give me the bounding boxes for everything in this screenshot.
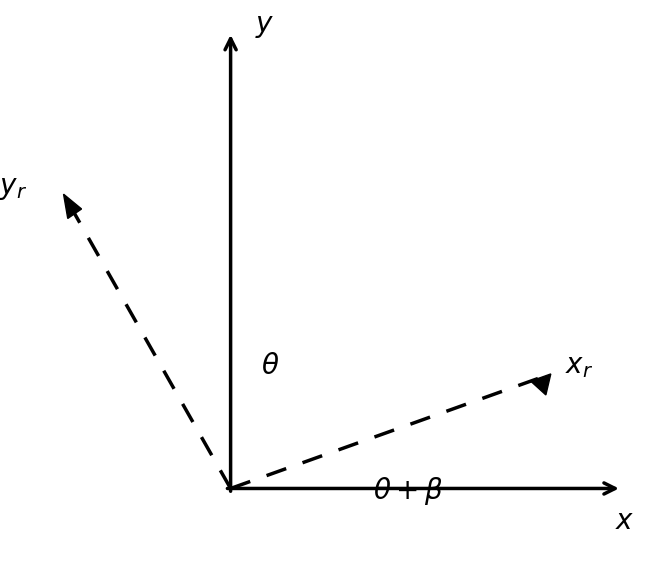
- Polygon shape: [63, 194, 81, 219]
- Text: $\theta$: $\theta$: [261, 353, 279, 380]
- Text: $x_r$: $x_r$: [565, 353, 593, 380]
- Text: $x$: $x$: [615, 508, 635, 536]
- Text: $y_r$: $y_r$: [0, 175, 27, 202]
- Text: $\theta + \beta$: $\theta + \beta$: [373, 475, 443, 507]
- Polygon shape: [530, 374, 551, 395]
- Text: $y$: $y$: [255, 13, 274, 40]
